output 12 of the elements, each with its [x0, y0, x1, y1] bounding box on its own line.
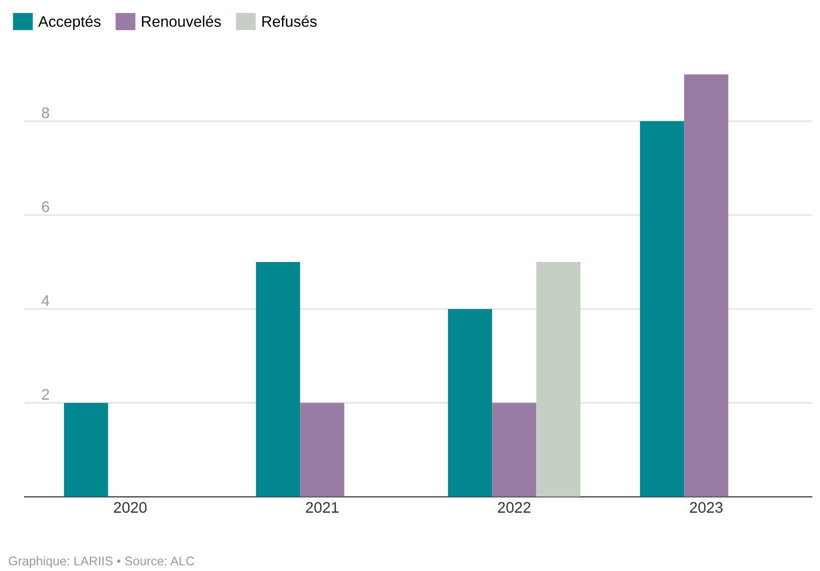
x-tick-label: 2020: [114, 502, 147, 513]
x-tick-label: 2021: [306, 502, 338, 513]
y-tick-label: 2: [42, 389, 49, 400]
legend-label: Acceptés: [38, 15, 100, 30]
legend-label: Renouvelés: [142, 15, 221, 27]
y-tick-label: 6: [42, 201, 50, 212]
x-tick-label: 2023: [690, 502, 723, 513]
legend-label: Refusés: [262, 15, 317, 27]
y-tick-label: 8: [42, 107, 50, 118]
x-tick-label: 2022: [498, 502, 530, 513]
text: Graphique: LARIIS • Source: ALC: [8, 556, 194, 568]
y-tick-label: 4: [42, 295, 50, 306]
